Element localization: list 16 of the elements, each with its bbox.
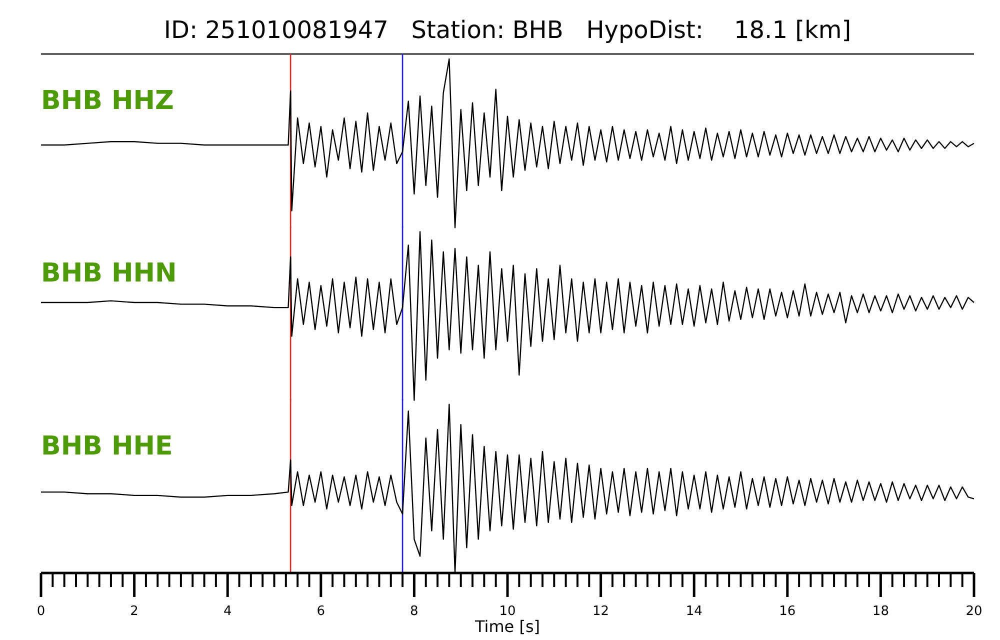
annotation: BHB HHE [41,431,173,462]
x-tick-label: 12 [592,604,610,619]
annotation: BHB HHZ [41,86,174,116]
x-tick-label: 8 [410,604,418,619]
x-tick-label: 20 [966,604,982,619]
x-tick-label: 2 [130,604,138,619]
chart-title: ID: 251010081947 Station: BHB HypoDist: 18.1 [km] [164,16,852,44]
x-tick-label: 18 [872,604,889,619]
annotation: BHB HHN [41,258,177,289]
x-tick-label: 16 [779,604,796,619]
x-tick-label: 6 [316,604,326,619]
x-tick-label: 0 [36,604,46,619]
x-axis-title: Time [s] [474,617,540,636]
x-tick-label: 14 [686,604,702,619]
x-tick-label: 4 [223,604,232,619]
x-tick-label: 10 [499,604,516,619]
